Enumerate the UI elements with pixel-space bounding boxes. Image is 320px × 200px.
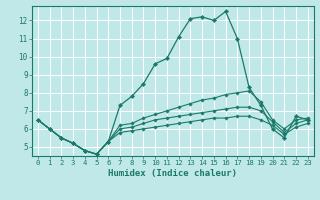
X-axis label: Humidex (Indice chaleur): Humidex (Indice chaleur)	[108, 169, 237, 178]
